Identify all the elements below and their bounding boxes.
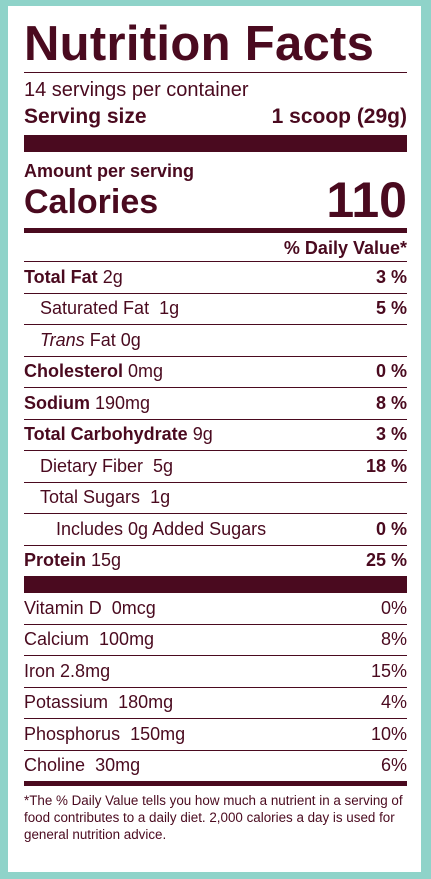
nutrient-dv: 0 % xyxy=(375,361,407,382)
nutrient-label: Cholesterol xyxy=(24,361,124,382)
vitamin-amount: 150mg xyxy=(130,723,186,744)
nutrient-label: Sodium xyxy=(24,392,90,413)
calories-value: 110 xyxy=(326,172,407,228)
vitamin-label: Choline xyxy=(24,755,86,776)
serving-size-label: Serving size xyxy=(24,105,147,128)
nutrient-row-protein: Protein 15g 25 % xyxy=(24,544,407,577)
vitamin-row-potassium: Potassium 180mg 4% xyxy=(24,686,407,719)
vitamin-amount: 0mcg xyxy=(111,597,156,618)
vitamin-label: Phosphorus xyxy=(24,723,121,744)
nutrient-dv: 3 % xyxy=(375,424,407,445)
label-title: Nutrition Facts xyxy=(24,17,375,71)
nutrient-dv: 18 % xyxy=(365,455,407,476)
nutrient-label: Fat xyxy=(89,329,116,350)
vitamin-amount: 30mg xyxy=(95,755,141,776)
vitamin-row-phosphorus: Phosphorus 150mg 10% xyxy=(24,718,407,750)
nutrient-row-saturated-fat: Saturated Fat 1g 5 % xyxy=(24,292,407,325)
nutrient-label-italic: Trans xyxy=(40,329,85,350)
nutrient-amount: 0mg xyxy=(128,361,164,382)
calories-label: Calories xyxy=(24,183,159,221)
nutrient-row-sodium: Sodium 190mg 8 % xyxy=(24,387,407,419)
nutrient-amount: 1g xyxy=(150,487,171,508)
vitamin-dv: 8% xyxy=(380,629,407,650)
medium-divider xyxy=(24,228,407,233)
vitamin-dv: 10% xyxy=(370,723,407,744)
vitamin-amount: 180mg xyxy=(118,692,174,713)
nutrient-amount: 1g xyxy=(159,298,180,319)
nutrient-amount: 190mg xyxy=(95,392,151,413)
vitamin-row-choline: Choline 30mg 6% xyxy=(24,749,407,782)
nutrient-dv: 5 % xyxy=(375,298,407,319)
vitamin-amount: 2.8mg xyxy=(60,660,111,681)
nutrient-dv: 8 % xyxy=(375,392,407,413)
amount-per-serving: Amount per serving xyxy=(24,161,195,181)
calories-row: Calories 110 xyxy=(24,175,407,225)
nutrient-label: Total Carbohydrate xyxy=(24,424,188,445)
vitamin-amount: 100mg xyxy=(99,629,155,650)
serving-size-row: Serving size 1 scoop (29g) xyxy=(24,103,407,131)
vitamin-dv: 0% xyxy=(380,597,407,618)
medium-divider xyxy=(24,781,407,786)
nutrient-label: Dietary Fiber xyxy=(40,455,144,476)
daily-value-footnote: *The % Daily Value tells you how much a … xyxy=(24,793,403,842)
thick-divider xyxy=(24,135,407,152)
nutrient-label: Includes 0g Added Sugars xyxy=(56,518,267,539)
vitamin-label: Vitamin D xyxy=(24,597,102,618)
serving-size-value: 1 scoop (29g) xyxy=(271,105,407,128)
nutrition-label: Nutrition Facts 14 servings per containe… xyxy=(8,6,421,872)
nutrient-dv: 3 % xyxy=(375,266,407,287)
vitamin-label: Iron xyxy=(24,660,56,681)
nutrient-row-dietary-fiber: Dietary Fiber 5g 18 % xyxy=(24,450,407,482)
nutrient-row-trans-fat: Trans Fat 0g xyxy=(24,324,407,356)
nutrient-label: Saturated Fat xyxy=(40,298,150,319)
nutrient-dv: 0 % xyxy=(375,518,407,539)
daily-value-header: % Daily Value* xyxy=(283,238,407,258)
vitamin-row-iron: Iron 2.8mg 15% xyxy=(24,655,407,687)
thick-divider xyxy=(24,576,407,593)
nutrient-row-total-carbohydrate: Total Carbohydrate 9g 3 % xyxy=(24,418,407,451)
vitamin-label: Calcium xyxy=(24,629,90,650)
nutrient-row-total-fat: Total Fat 2g 3 % xyxy=(24,261,407,293)
divider xyxy=(24,72,407,73)
vitamin-dv: 6% xyxy=(380,755,407,776)
nutrient-row-added-sugars: Includes 0g Added Sugars 0 % xyxy=(24,513,407,545)
nutrient-dv: 25 % xyxy=(365,550,407,571)
vitamin-row-vitamin-d: Vitamin D 0mcg 0% xyxy=(24,593,407,624)
vitamin-dv: 15% xyxy=(370,660,407,681)
nutrient-amount: 5g xyxy=(153,455,174,476)
nutrient-amount: 2g xyxy=(102,266,123,287)
vitamin-dv: 4% xyxy=(380,692,407,713)
nutrient-label: Total Fat xyxy=(24,266,98,287)
nutrient-amount: 0g xyxy=(120,329,141,350)
nutrient-row-total-sugars: Total Sugars 1g xyxy=(24,481,407,514)
nutrient-label: Total Sugars xyxy=(40,487,141,508)
nutrient-amount: 9g xyxy=(192,424,213,445)
nutrient-amount: 15g xyxy=(91,550,122,571)
vitamin-label: Potassium xyxy=(24,692,109,713)
vitamin-row-calcium: Calcium 100mg 8% xyxy=(24,623,407,656)
nutrient-row-cholesterol: Cholesterol 0mg 0 % xyxy=(24,355,407,388)
nutrient-label: Protein xyxy=(24,550,87,571)
servings-per-container: 14 servings per container xyxy=(24,79,249,101)
